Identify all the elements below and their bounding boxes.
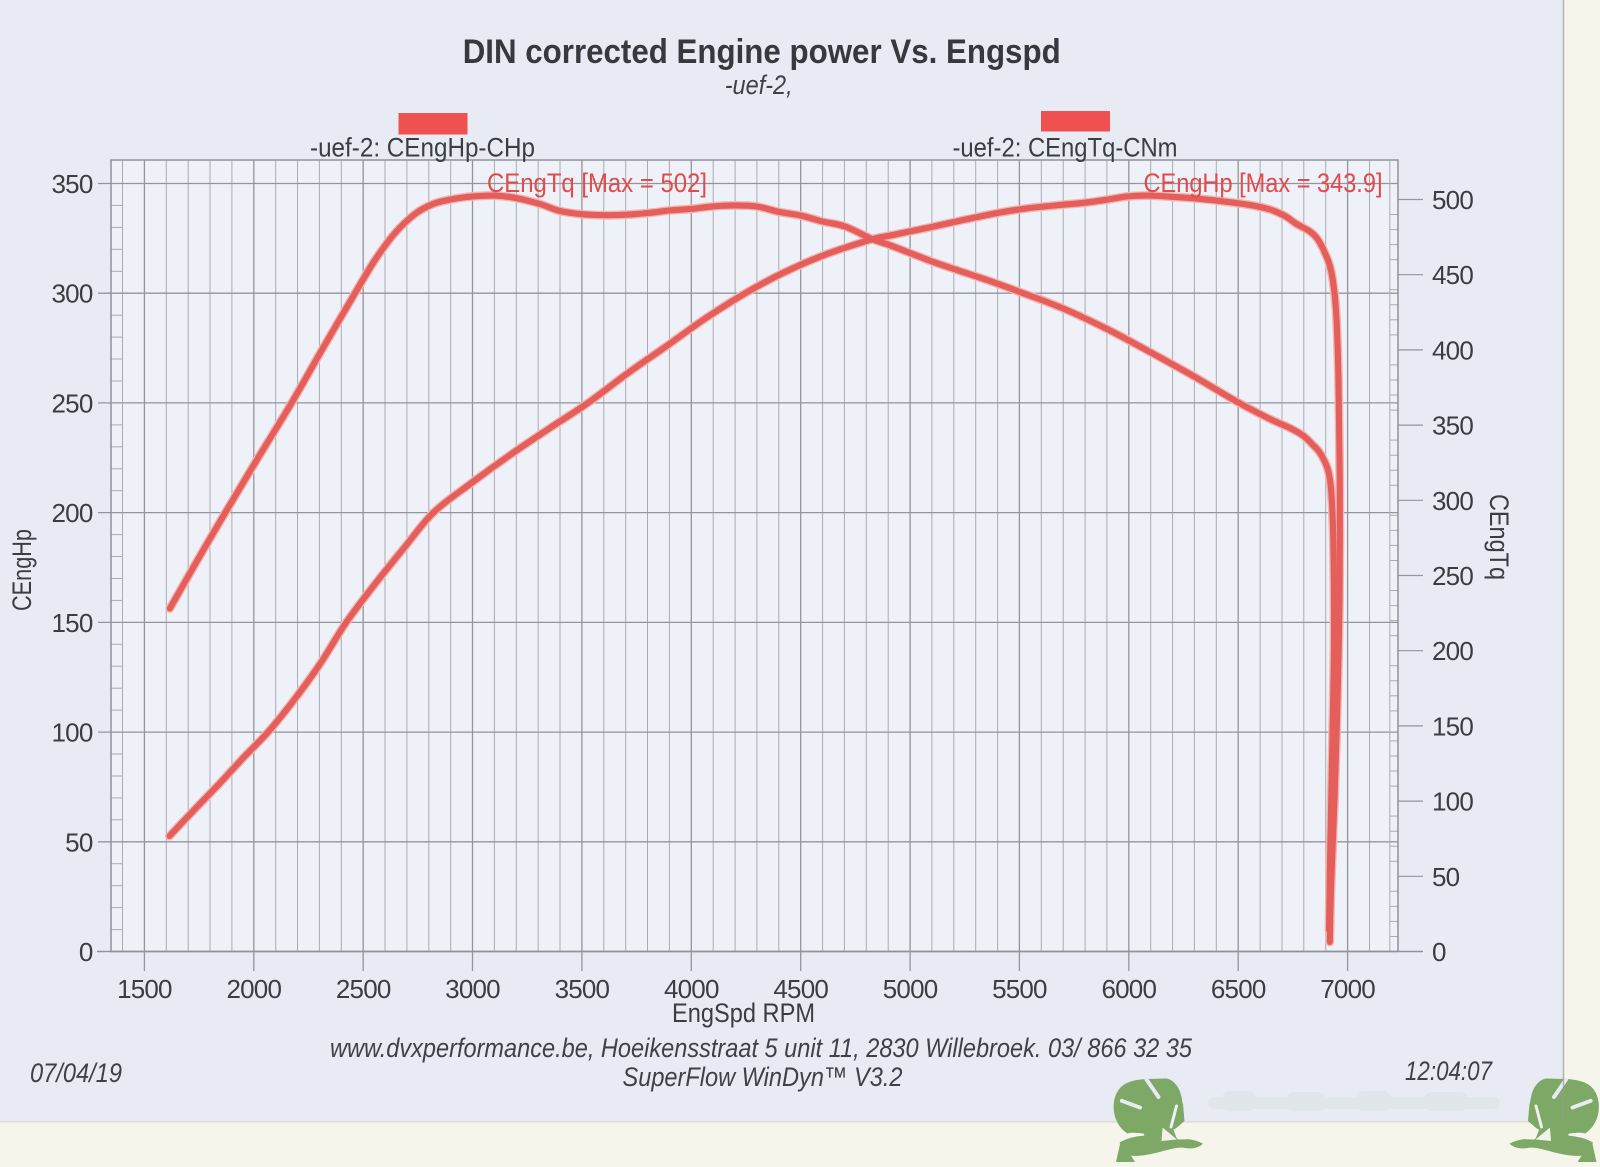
svg-text:150: 150 <box>1432 711 1473 741</box>
svg-text:1500: 1500 <box>117 974 172 1004</box>
svg-text:5500: 5500 <box>992 974 1047 1004</box>
svg-text:200: 200 <box>1432 636 1473 666</box>
svg-text:3000: 3000 <box>445 974 500 1004</box>
svg-text:CEngHp [Max = 343.9]: CEngHp [Max = 343.9] <box>1144 168 1383 198</box>
svg-text:www.dvxperformance.be, Hoeiken: www.dvxperformance.be, Hoeikensstraat 5 … <box>330 1033 1193 1063</box>
svg-text:4500: 4500 <box>773 974 828 1004</box>
svg-text:5000: 5000 <box>883 974 938 1004</box>
svg-text:2000: 2000 <box>226 974 281 1004</box>
svg-text:0: 0 <box>1432 937 1446 967</box>
svg-text:350: 350 <box>1432 411 1473 441</box>
svg-text:EngSpd RPM: EngSpd RPM <box>672 998 815 1028</box>
svg-text:250: 250 <box>52 388 93 418</box>
svg-text:6000: 6000 <box>1101 974 1156 1004</box>
svg-text:0: 0 <box>79 937 93 967</box>
svg-text:6500: 6500 <box>1211 974 1266 1004</box>
svg-text:3500: 3500 <box>555 974 610 1004</box>
svg-text:300: 300 <box>1432 486 1473 516</box>
svg-text:12:04:07: 12:04:07 <box>1405 1056 1493 1086</box>
svg-text:100: 100 <box>52 718 93 748</box>
svg-text:50: 50 <box>65 827 93 857</box>
svg-text:CEngTq [Max = 502]: CEngTq [Max = 502] <box>487 168 707 198</box>
svg-text:-uef-2,: -uef-2, <box>725 70 793 100</box>
svg-text:250: 250 <box>1432 561 1473 591</box>
svg-text:7000: 7000 <box>1320 974 1375 1004</box>
svg-text:-uef-2: CEngTq-CNm: -uef-2: CEngTq-CNm <box>953 133 1178 163</box>
svg-text:SuperFlow WinDyn™ V3.2: SuperFlow WinDyn™ V3.2 <box>623 1062 903 1092</box>
svg-text:2500: 2500 <box>336 974 391 1004</box>
svg-text:300: 300 <box>52 279 93 309</box>
svg-text:CEngTq: CEngTq <box>1484 494 1514 580</box>
svg-text:400: 400 <box>1432 335 1473 365</box>
svg-text:350: 350 <box>52 169 93 199</box>
svg-text:-uef-2: CEngHp-CHp: -uef-2: CEngHp-CHp <box>310 133 535 163</box>
svg-text:500: 500 <box>1432 185 1473 215</box>
svg-text:50: 50 <box>1432 862 1460 892</box>
svg-text:100: 100 <box>1432 787 1473 817</box>
svg-text:150: 150 <box>52 608 93 638</box>
svg-text:200: 200 <box>52 498 93 528</box>
svg-text:450: 450 <box>1432 260 1473 290</box>
svg-text:07/04/19: 07/04/19 <box>30 1058 122 1088</box>
svg-text:DIN corrected Engine power Vs.: DIN corrected Engine power Vs. Engspd <box>463 33 1061 71</box>
svg-text:CEngHp: CEngHp <box>7 529 37 611</box>
svg-text:4000: 4000 <box>664 974 719 1004</box>
